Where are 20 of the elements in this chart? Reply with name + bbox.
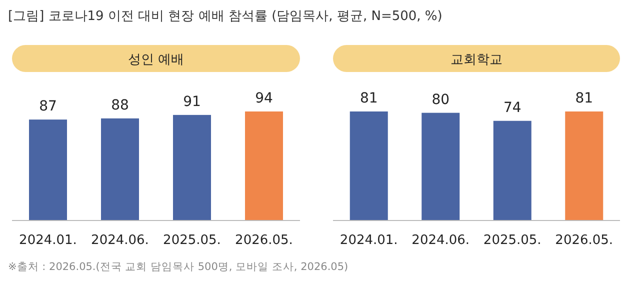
chart-title: 교회학교 — [450, 52, 502, 68]
data-label: 91 — [183, 94, 201, 110]
data-label: 80 — [432, 92, 450, 108]
chart-title: 성인 예배 — [128, 52, 184, 68]
x-tick-label: 2025.05. — [483, 233, 542, 248]
x-tick-label: 2024.01. — [19, 233, 77, 248]
data-label: 87 — [39, 98, 57, 115]
data-label: 81 — [575, 90, 594, 106]
x-tick-label: 2024.06. — [412, 233, 470, 248]
text: [그림] 코로나19 이전 대비 현장 예배 참석률 (담임목사, 평균, N=500, %) — [8, 9, 442, 24]
x-tick-label: 2026.05. — [235, 233, 293, 248]
data-label: 94 — [255, 90, 273, 106]
data-label: 74 — [503, 100, 522, 116]
data-label: 88 — [111, 97, 129, 114]
x-tick-label: 2026.05. — [555, 233, 614, 248]
x-tick-label: 2024.01. — [340, 233, 398, 248]
text: ※출처 : 2026.05.(전국 교회 담임목사 500명, 모바일 조사, 2026.05) — [8, 261, 348, 273]
x-tick-label: 2024.06. — [91, 233, 149, 248]
x-tick-label: 2025.05. — [163, 233, 221, 248]
data-label: 81 — [360, 90, 378, 106]
